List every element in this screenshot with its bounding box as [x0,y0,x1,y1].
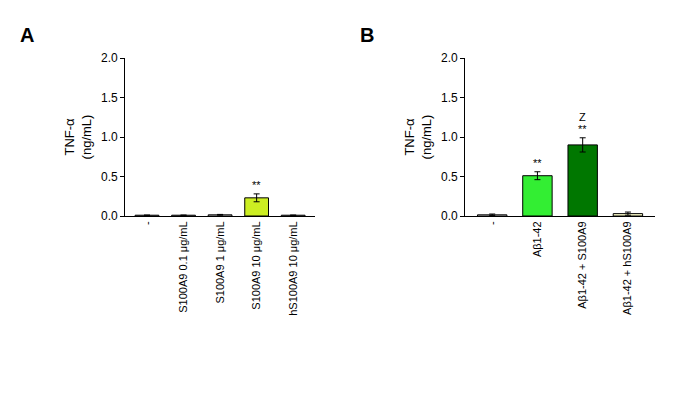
svg-text:1.5: 1.5 [441,91,458,105]
svg-text:S100A9 10 μg/mL: S100A9 10 μg/mL [250,221,262,309]
svg-text:S100A9 0.1 μg/mL: S100A9 0.1 μg/mL [177,221,189,312]
svg-text:0.5: 0.5 [441,170,458,184]
svg-text:1.5: 1.5 [101,91,118,105]
svg-text:1.0: 1.0 [101,130,118,144]
svg-text:hS100A9 10 μg/mL: hS100A9 10 μg/mL [287,221,299,315]
svg-text:B: B [360,24,374,46]
svg-text:-: - [486,221,498,225]
svg-text:1.0: 1.0 [441,130,458,144]
svg-text:2.0: 2.0 [101,51,118,65]
svg-text:-: - [141,221,153,225]
svg-text:S100A9 1 μg/mL: S100A9 1 μg/mL [214,221,226,303]
svg-text:A: A [20,24,34,46]
svg-text:TNF-α(ng/mL): TNF-α(ng/mL) [402,115,434,160]
svg-text:2.0: 2.0 [441,51,458,65]
svg-text:**: ** [533,157,542,169]
svg-text:Aβ1-42: Aβ1-42 [531,221,543,257]
svg-text:TNF-α(ng/mL): TNF-α(ng/mL) [62,115,94,160]
svg-text:Z: Z [579,111,586,123]
svg-text:Aβ1-42 + S100A9: Aβ1-42 + S100A9 [576,221,588,308]
svg-text:0.0: 0.0 [441,209,458,223]
svg-text:**: ** [252,179,261,191]
svg-text:0.5: 0.5 [101,170,118,184]
svg-text:Aβ1-42 + hS100A9: Aβ1-42 + hS100A9 [621,221,633,314]
svg-text:0.0: 0.0 [101,209,118,223]
svg-text:**: ** [578,123,587,135]
